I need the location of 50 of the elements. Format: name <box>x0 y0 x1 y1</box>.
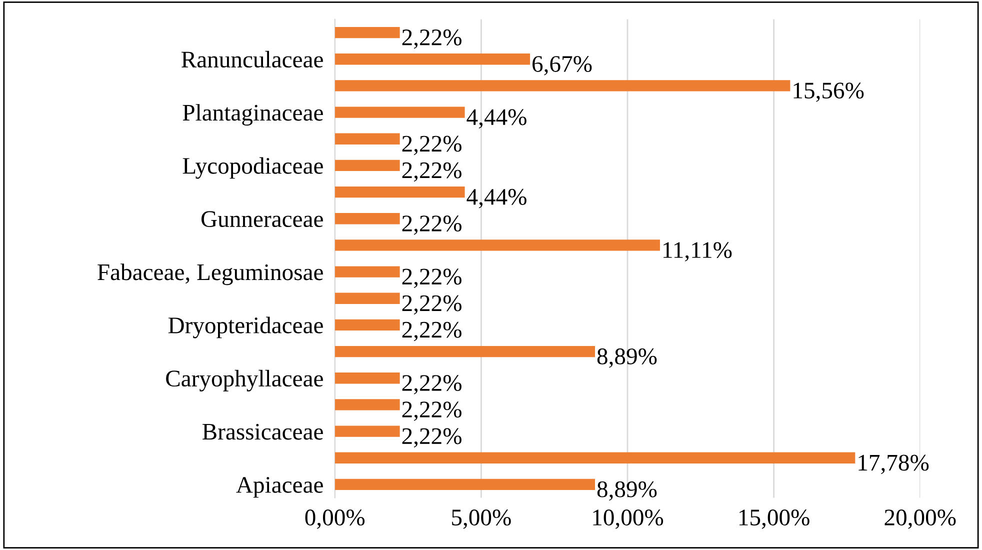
bar <box>334 160 400 172</box>
bar <box>334 266 400 278</box>
data-label: 8,89% <box>597 348 657 368</box>
bar <box>334 372 400 384</box>
bar <box>334 346 596 358</box>
data-label: 4,44% <box>466 188 526 208</box>
bar <box>334 426 400 437</box>
y-tick-label: Plantaginaceae <box>182 104 323 126</box>
bar <box>334 319 400 331</box>
x-tick-label: 0,00% <box>305 510 365 529</box>
bar <box>334 133 400 144</box>
data-label: 2,22% <box>402 216 462 235</box>
bar <box>334 106 465 118</box>
y-tick-label: Apiaceae <box>236 477 323 498</box>
x-tick-label: 15,00% <box>739 510 810 529</box>
data-label: 8,89% <box>597 481 657 501</box>
data-label: 2,22% <box>402 162 462 182</box>
data-label: 2,22% <box>402 428 462 448</box>
x-tick-label: 5,00% <box>452 510 511 529</box>
data-label: 4,44% <box>466 109 526 129</box>
data-label: 2,22% <box>402 136 462 156</box>
y-tick-label: Dryopteridaceae <box>168 316 323 338</box>
data-label: 2,22% <box>402 295 462 315</box>
bar <box>334 80 790 92</box>
data-label: 11,11% <box>664 242 732 262</box>
y-tick-label: Gunneraceae <box>202 211 323 228</box>
y-tick-label: Lycopodiaceae <box>182 157 323 179</box>
data-label: 2,22% <box>402 375 462 394</box>
bar <box>334 54 530 65</box>
y-tick-label: Fabaceae, Leguminosae <box>98 264 323 286</box>
data-label: 2,22% <box>402 29 462 49</box>
bar <box>334 240 660 251</box>
data-label: 2,22% <box>402 268 462 288</box>
bar <box>334 452 856 464</box>
data-label: 2,22% <box>402 402 462 421</box>
data-label: 17,78% <box>858 454 929 474</box>
bar <box>334 292 400 304</box>
data-label: 2,22% <box>402 322 462 342</box>
bar <box>334 186 465 198</box>
x-tick-label: 20,00% <box>884 510 956 529</box>
bar <box>334 478 596 490</box>
data-label: 6,67% <box>532 56 592 76</box>
y-tick-label: Caryophyllaceae <box>166 370 323 392</box>
y-tick-label: Brassicaceae <box>202 424 323 440</box>
y-tick-label: Ranunculaceae <box>182 50 323 68</box>
bar <box>334 26 400 38</box>
bar <box>334 213 400 224</box>
data-label: 15,56% <box>794 82 864 102</box>
x-tick-label: 10,00% <box>593 510 664 529</box>
bar <box>334 399 400 410</box>
